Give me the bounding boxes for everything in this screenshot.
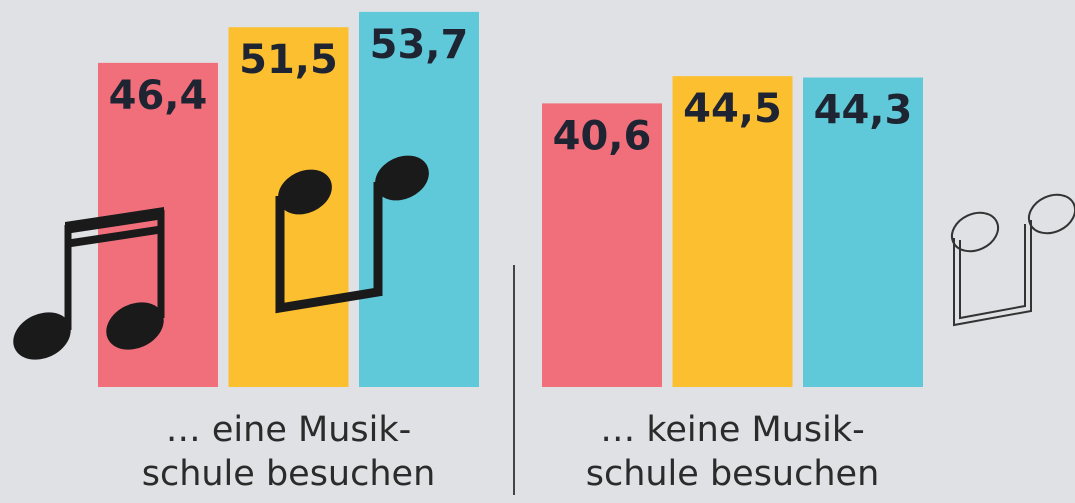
- value-label: 53,7: [370, 22, 469, 68]
- bar: [803, 77, 923, 388]
- music-note-middle: [275, 155, 429, 314]
- value-label: 51,5: [239, 37, 338, 83]
- value-label: 46,4: [109, 73, 208, 119]
- bars: 46,4 51,5 53,7 40,6 44,5 44,3: [98, 11, 923, 388]
- category-label: … eine Musik- schule besuchen: [141, 410, 436, 494]
- category-label: … keine Musik- schule besuchen: [585, 410, 880, 494]
- bar: [542, 103, 662, 387]
- music-note-right: [950, 193, 1075, 327]
- value-label: 44,3: [814, 88, 913, 134]
- bar: [672, 76, 793, 387]
- value-label: 44,5: [683, 86, 782, 132]
- music-note-left: [13, 207, 165, 360]
- value-label: 40,6: [553, 113, 652, 159]
